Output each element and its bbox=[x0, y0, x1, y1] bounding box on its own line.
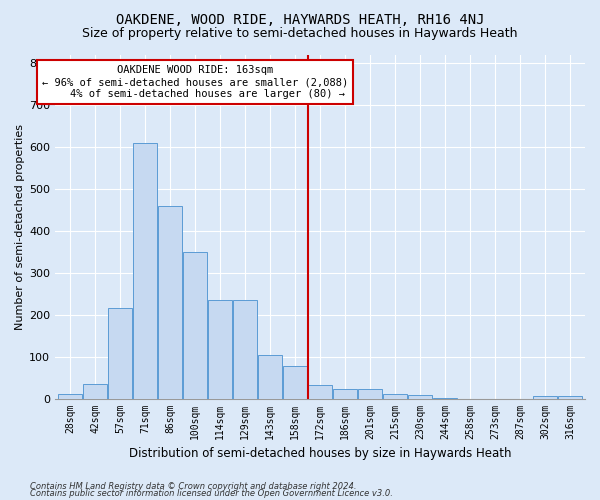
Bar bbox=[258, 356, 282, 399]
Bar bbox=[133, 143, 157, 399]
Text: Contains public sector information licensed under the Open Government Licence v3: Contains public sector information licen… bbox=[30, 489, 393, 498]
Text: OAKDENE WOOD RIDE: 163sqm
← 96% of semi-detached houses are smaller (2,088)
    : OAKDENE WOOD RIDE: 163sqm ← 96% of semi-… bbox=[42, 66, 348, 98]
Bar bbox=[158, 206, 182, 398]
Bar bbox=[383, 394, 407, 398]
Bar bbox=[558, 396, 582, 398]
Bar bbox=[58, 394, 82, 398]
Bar bbox=[283, 366, 307, 398]
Bar bbox=[208, 300, 232, 398]
Bar bbox=[233, 300, 257, 398]
Bar bbox=[183, 252, 207, 398]
X-axis label: Distribution of semi-detached houses by size in Haywards Heath: Distribution of semi-detached houses by … bbox=[129, 447, 511, 460]
Text: Contains HM Land Registry data © Crown copyright and database right 2024.: Contains HM Land Registry data © Crown c… bbox=[30, 482, 356, 491]
Bar bbox=[83, 384, 107, 398]
Y-axis label: Number of semi-detached properties: Number of semi-detached properties bbox=[15, 124, 25, 330]
Bar bbox=[533, 396, 557, 398]
Text: OAKDENE, WOOD RIDE, HAYWARDS HEATH, RH16 4NJ: OAKDENE, WOOD RIDE, HAYWARDS HEATH, RH16… bbox=[116, 12, 484, 26]
Bar bbox=[108, 308, 132, 398]
Bar bbox=[308, 385, 332, 398]
Bar bbox=[408, 395, 432, 398]
Bar bbox=[333, 390, 357, 398]
Bar bbox=[358, 390, 382, 398]
Text: Size of property relative to semi-detached houses in Haywards Heath: Size of property relative to semi-detach… bbox=[82, 28, 518, 40]
